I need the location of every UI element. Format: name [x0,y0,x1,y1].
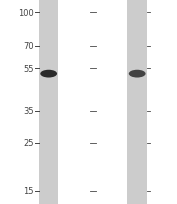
FancyBboxPatch shape [127,0,147,204]
Text: 55: 55 [23,64,34,73]
Ellipse shape [129,70,145,78]
Text: 15: 15 [23,186,34,195]
Text: 70: 70 [23,42,34,51]
Text: 35: 35 [23,107,34,116]
Ellipse shape [40,70,57,78]
Text: 25: 25 [23,138,34,147]
Text: 100: 100 [18,9,34,18]
FancyBboxPatch shape [39,0,58,204]
